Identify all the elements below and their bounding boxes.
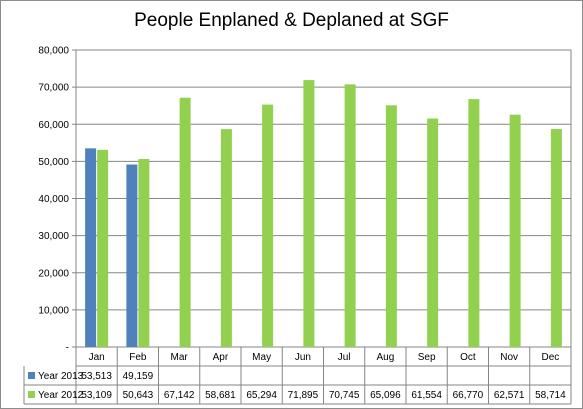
y-tick-label: 70,000 — [38, 83, 69, 94]
data-label: 58,714 — [535, 390, 566, 401]
bar-year-2013-feb — [126, 164, 138, 347]
x-tick-label: Nov — [500, 352, 518, 363]
x-tick-label: May — [252, 352, 271, 363]
bar-year-2012-jan — [97, 149, 109, 347]
data-label: 53,109 — [81, 390, 112, 401]
y-tick-label: 40,000 — [38, 194, 69, 205]
legend-swatch — [28, 372, 35, 379]
bar-year-2012-feb — [138, 158, 150, 347]
chart-title: People Enplaned & Deplaned at SGF — [134, 10, 449, 31]
data-label: 49,159 — [123, 371, 154, 382]
x-tick-label: Jan — [89, 352, 105, 363]
legend-entry: Year 2013 — [38, 371, 84, 382]
data-label: 65,294 — [246, 390, 277, 401]
x-tick-label: Aug — [376, 352, 394, 363]
bar-year-2012-jun — [303, 80, 315, 347]
y-tick-label: 60,000 — [38, 120, 69, 131]
x-tick-label: Jun — [295, 352, 311, 363]
bar-year-2012-sep — [427, 118, 439, 347]
bar-year-2012-may — [262, 104, 274, 347]
x-tick-label: Sep — [418, 352, 436, 363]
bar-year-2012-jul — [344, 84, 356, 347]
y-tick-label: 50,000 — [38, 157, 69, 168]
x-tick-label: Mar — [171, 352, 189, 363]
legend-entry: Year 2012 — [38, 390, 84, 401]
y-axis: - 10,000 20,000 30,000 40,000 50,000 60,000 70,… — [38, 46, 76, 354]
bar-year-2012-aug — [385, 105, 397, 347]
gridlines — [75, 49, 572, 348]
y-tick-label: 20,000 — [38, 268, 69, 279]
bar-year-2012-apr — [220, 129, 232, 347]
y-tick-label: 30,000 — [38, 231, 69, 242]
data-label: 50,643 — [123, 390, 154, 401]
x-tick-label: Feb — [129, 352, 147, 363]
y-tick-label: - — [66, 343, 69, 354]
bar-year-2012-mar — [179, 97, 191, 348]
x-tick-label: Jul — [338, 352, 351, 363]
bar-year-2012-nov — [509, 114, 521, 347]
data-label: 71,895 — [288, 390, 319, 401]
data-label: 70,745 — [329, 390, 360, 401]
x-tick-label: Apr — [213, 352, 229, 363]
x-tick-label: Oct — [460, 352, 476, 363]
data-label: 53,513 — [81, 371, 112, 382]
x-tick-label: Dec — [541, 352, 559, 363]
data-label: 62,571 — [494, 390, 525, 401]
data-table: Jan Feb Mar Apr May Jun Jul Aug Sep Oct Nov Dec Year… — [23, 347, 572, 405]
bar-year-2012-oct — [468, 99, 480, 347]
bars — [85, 80, 562, 348]
bar-year-2012-dec — [550, 129, 562, 347]
data-label: 65,096 — [370, 390, 401, 401]
data-label: 66,770 — [453, 390, 484, 401]
data-label: 58,681 — [205, 390, 236, 401]
data-label: 67,142 — [164, 390, 195, 401]
bar-year-2013-jan — [85, 148, 97, 347]
legend-swatch — [28, 391, 35, 398]
y-tick-label: 10,000 — [38, 305, 69, 316]
data-label: 61,554 — [411, 390, 442, 401]
y-tick-label: 80,000 — [38, 46, 69, 57]
